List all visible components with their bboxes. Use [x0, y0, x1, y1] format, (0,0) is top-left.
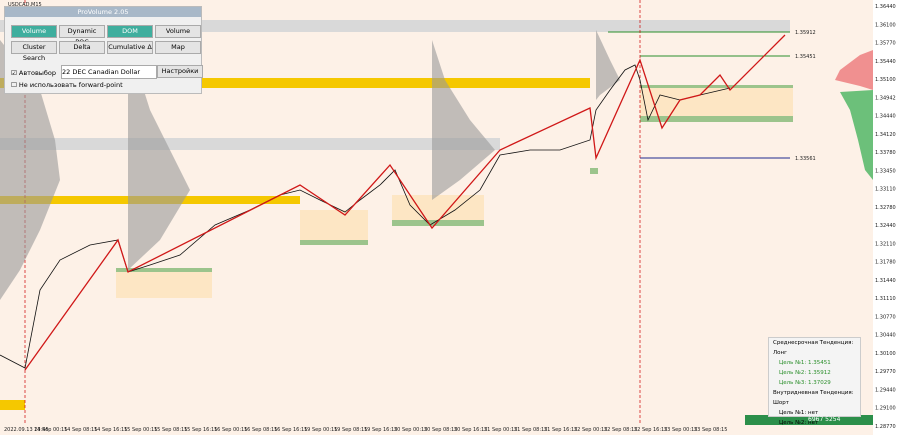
panel-button[interactable]: Cluster Search [11, 41, 57, 62]
time-label: 16 Sep 08:15 [244, 427, 277, 433]
time-label: 23 Sep 08:15 [694, 427, 727, 433]
time-label: 21 Sep 00:15 [484, 427, 517, 433]
time-label: 15 Sep 00:15 [124, 427, 157, 433]
panel-title: ProVolume 2.05 [5, 7, 201, 17]
target: Цель №1: 1.35451 [779, 360, 831, 366]
target: Цель №2: 1.35912 [779, 370, 831, 376]
level-label: 1.33561 [795, 156, 816, 162]
time-label: 23 Sep 00:15 [664, 427, 697, 433]
price-label: 1.30440 [875, 333, 896, 339]
time-label: 22 Sep 08:15 [604, 427, 637, 433]
time-label: 19 Sep 08:15 [334, 427, 367, 433]
time-label: 2022.09.13 23:45 [4, 427, 49, 433]
time-label: 16 Sep 00:15 [214, 427, 247, 433]
price-label: 1.30770 [875, 314, 896, 320]
price-label: 1.29100 [875, 406, 896, 412]
price-label: 1.28770 [875, 424, 896, 430]
target: Цель №2: нет [779, 420, 819, 426]
price-label: 1.29440 [875, 387, 896, 393]
time-label: 15 Sep 08:15 [154, 427, 187, 433]
price-label: 1.33450 [875, 168, 896, 174]
panel-button[interactable]: Delta [59, 41, 105, 54]
panel-button[interactable]: Cumulative Δ [107, 41, 153, 54]
price-label: 1.33780 [875, 150, 896, 156]
label: 22 DEC Canadian Dollar [62, 68, 141, 76]
target: Цель №3: 1.37029 [779, 380, 831, 386]
price-label: 1.35100 [875, 77, 896, 83]
panel-button[interactable]: DOM [107, 25, 153, 38]
time-label: 14 Sep 00:15 [34, 427, 67, 433]
time-label: 20 Sep 00:15 [394, 427, 427, 433]
symbol: USDCAD,M15 [8, 2, 42, 8]
time-label: 15 Sep 16:15 [184, 427, 217, 433]
time-label: 19 Sep 00:15 [304, 427, 337, 433]
time-label: 21 Sep 16:15 [544, 427, 577, 433]
price-label: 1.33110 [875, 187, 896, 193]
price-label: 1.35440 [875, 59, 896, 65]
price-label: 1.36440 [875, 4, 896, 10]
settings-button[interactable]: Настройки [157, 65, 203, 78]
price-label: 1.31440 [875, 278, 896, 284]
provolume-panel: ProVolume 2.05 Volume ProfileDynamic POC… [4, 6, 203, 94]
panel-button[interactable]: Volume [155, 25, 201, 38]
time-label: 14 Sep 08:15 [64, 427, 97, 433]
panel-button[interactable]: Volume Profile [11, 25, 57, 46]
price-label: 1.34942 [875, 95, 896, 101]
instrument-select[interactable]: 22 DEC Canadian Dollar [61, 65, 157, 79]
price-label: 1.31780 [875, 260, 896, 266]
mid-trend: Среднесрочная Тенденция: Лонг [773, 340, 854, 356]
panel-button[interactable]: Map [155, 41, 201, 54]
time-label: 20 Sep 08:15 [424, 427, 457, 433]
time-label: 19 Sep 16:15 [364, 427, 397, 433]
time-label: 14 Sep 16:15 [94, 427, 127, 433]
price-label: 1.32110 [875, 241, 896, 247]
price-label: 1.34440 [875, 114, 896, 120]
price-label: 1.34120 [875, 132, 896, 138]
label: Автовыбор [18, 69, 57, 77]
time-label: 22 Sep 00:15 [574, 427, 607, 433]
forward-checkbox[interactable]: ☐ Не использовать forward-point [11, 81, 123, 89]
level-label: 1.35912 [795, 30, 816, 36]
price-label: 1.35770 [875, 41, 896, 47]
time-label: 20 Sep 16:15 [454, 427, 487, 433]
time-label: 22 Sep 16:15 [634, 427, 667, 433]
price-label: 1.31110 [875, 296, 896, 302]
label: Не использовать forward-point [18, 81, 123, 89]
price-label: 1.32440 [875, 223, 896, 229]
level-label: 1.35451 [795, 54, 816, 60]
auto-checkbox[interactable]: ☑ Автовыбор [11, 69, 57, 77]
panel-button[interactable]: Dynamic POC [59, 25, 105, 46]
price-label: 1.29770 [875, 369, 896, 375]
time-label: 16 Sep 16:15 [274, 427, 307, 433]
target: Цель №1: нет [779, 410, 819, 416]
intra-trend: Внутридневная Тенденция: Шорт [773, 390, 854, 406]
price-label: 1.36100 [875, 22, 896, 28]
price-label: 1.32780 [875, 205, 896, 211]
price-label: 1.30100 [875, 351, 896, 357]
time-label: 21 Sep 08:15 [514, 427, 547, 433]
info-box: Среднесрочная Тенденция: Лонг Цель №1: 1… [768, 337, 861, 426]
footer-counter: 6967 5254 [808, 416, 841, 423]
